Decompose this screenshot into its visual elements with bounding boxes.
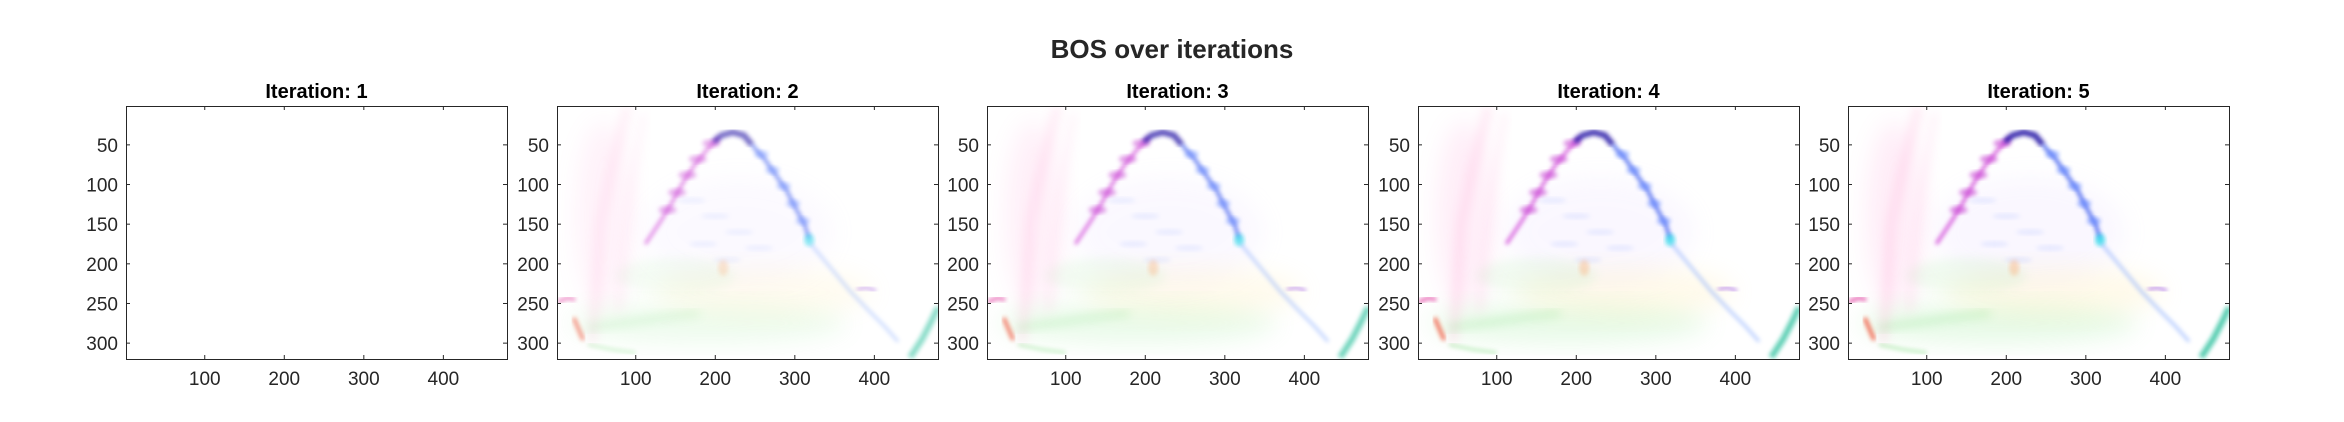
image-background (126, 106, 507, 359)
y-tick-label: 50 (1819, 136, 1840, 157)
x-tick-label: 200 (1560, 369, 1592, 390)
y-tick-label: 300 (1808, 334, 1840, 355)
subplot-title: Iteration: 2 (696, 81, 798, 103)
subplot-title: Iteration: 3 (1126, 81, 1228, 103)
y-tick-label: 50 (97, 136, 118, 157)
x-tick-label: 300 (1640, 369, 1672, 390)
x-tick-label: 100 (620, 369, 652, 390)
y-tick-label: 200 (517, 255, 549, 276)
y-tick-label: 150 (517, 215, 549, 236)
y-tick-label: 250 (86, 294, 118, 315)
y-tick-label: 50 (1389, 136, 1410, 157)
y-tick-label: 150 (1808, 215, 1840, 236)
x-tick-label: 400 (1289, 369, 1321, 390)
bos-image (1848, 106, 2229, 359)
x-tick-label: 100 (1911, 369, 1943, 390)
y-tick-label: 100 (517, 176, 549, 197)
y-tick-label: 200 (86, 255, 118, 276)
y-tick-label: 300 (517, 334, 549, 355)
y-tick-label: 200 (1378, 255, 1410, 276)
y-tick-label: 100 (947, 176, 979, 197)
y-tick-label: 100 (1808, 176, 1840, 197)
y-tick-label: 250 (517, 294, 549, 315)
subplot-title: Iteration: 1 (265, 81, 367, 103)
axes-box (987, 106, 1369, 360)
y-tick-label: 150 (1378, 215, 1410, 236)
x-tick-label: 100 (1481, 369, 1513, 390)
bos-image (987, 106, 1368, 359)
x-tick-label: 300 (779, 369, 811, 390)
x-tick-label: 300 (1209, 369, 1241, 390)
x-tick-label: 200 (1129, 369, 1161, 390)
x-tick-label: 100 (1050, 369, 1082, 390)
x-tick-label: 400 (1720, 369, 1752, 390)
subplot-3: Iteration: 3 100 200 300 400 50 100 150 200 250 30… (947, 81, 1369, 390)
bos-image (1418, 106, 1799, 359)
y-tick-label: 250 (1808, 294, 1840, 315)
y-tick-label: 150 (947, 215, 979, 236)
x-tick-label: 400 (428, 369, 460, 390)
subplot-2: Iteration: 2 100 200 300 400 50 100 150 200 250 30… (517, 81, 939, 390)
subplot-4: Iteration: 4 100 200 300 400 50 100 150 200 250 30… (1378, 81, 1800, 390)
x-tick-label: 100 (189, 369, 221, 390)
x-tick-label: 200 (699, 369, 731, 390)
y-tick-label: 100 (86, 176, 118, 197)
axes-box (126, 106, 508, 360)
y-tick-label: 250 (947, 294, 979, 315)
y-tick-label: 200 (947, 255, 979, 276)
axes-box (1848, 106, 2230, 360)
y-tick-label: 250 (1378, 294, 1410, 315)
y-tick-label: 50 (528, 136, 549, 157)
axes-box (1418, 106, 1800, 360)
subplot-title: Iteration: 4 (1557, 81, 1660, 103)
x-tick-label: 400 (859, 369, 891, 390)
subplot-title: Iteration: 5 (1987, 81, 2089, 103)
x-tick-label: 300 (2070, 369, 2102, 390)
y-tick-label: 50 (958, 136, 979, 157)
y-tick-label: 300 (86, 334, 118, 355)
y-tick-label: 150 (86, 215, 118, 236)
y-tick-label: 300 (1378, 334, 1410, 355)
x-tick-label: 200 (1990, 369, 2022, 390)
bos-image (557, 106, 938, 359)
x-tick-label: 200 (268, 369, 300, 390)
x-tick-label: 400 (2150, 369, 2182, 390)
subplot-1: Iteration: 1 100 200 300 400 50 100 150 200 250 30… (86, 81, 508, 390)
y-tick-label: 100 (1378, 176, 1410, 197)
x-tick-label: 300 (348, 369, 380, 390)
figure-title: BOS over iterations (1050, 34, 1294, 64)
y-tick-label: 200 (1808, 255, 1840, 276)
y-tick-label: 300 (947, 334, 979, 355)
subplot-5: Iteration: 5 100 200 300 400 50 100 150 200 250 30… (1808, 81, 2230, 390)
axes-box (557, 106, 939, 360)
